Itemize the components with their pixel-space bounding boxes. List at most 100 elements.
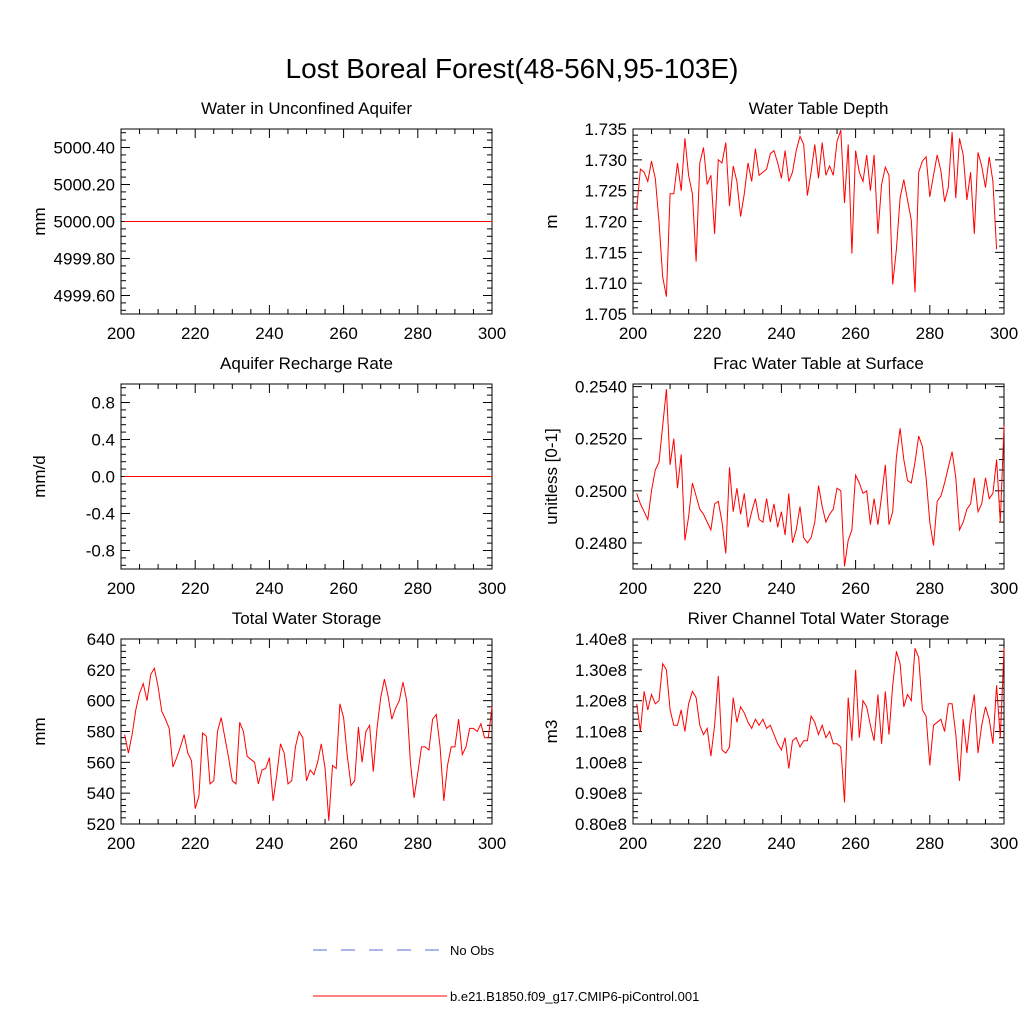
- y-tick-label: 0.2540: [575, 378, 627, 397]
- y-tick-label: -0.8: [86, 542, 115, 561]
- legend-label-model: b.e21.B1850.f09_g17.CMIP6-piControl.001: [450, 989, 699, 1004]
- y-tick-label: 1.735: [584, 120, 627, 139]
- y-tick-label: 1.730: [584, 151, 627, 170]
- x-tick-label: 260: [841, 324, 869, 343]
- x-tick-label: 300: [990, 834, 1018, 853]
- x-tick-label: 200: [619, 834, 647, 853]
- y-tick-label: 600: [87, 692, 115, 711]
- y-axis-label: m: [542, 214, 561, 228]
- panel-river-channel-storage: River Channel Total Water Storage m3 200 22…: [542, 609, 1018, 853]
- y-tick-label: 0.80e8: [575, 815, 627, 834]
- chart-title: River Channel Total Water Storage: [688, 609, 950, 628]
- x-tick-label: 260: [329, 324, 357, 343]
- y-axis-label: unitless [0-1]: [542, 428, 561, 524]
- series-line: [636, 130, 998, 297]
- legend: No Obs b.e21.B1850.f09_g17.CMIP6-piContr…: [313, 943, 699, 1004]
- x-tick-label: 240: [767, 579, 795, 598]
- x-tick-label: 280: [404, 324, 432, 343]
- legend-label-no-obs: No Obs: [450, 943, 495, 958]
- x-tick-label: 200: [107, 324, 135, 343]
- y-tick-label: 620: [87, 661, 115, 680]
- x-tick-label: 240: [255, 579, 283, 598]
- y-tick-label: 1.00e8: [575, 753, 627, 772]
- x-tick-label: 200: [619, 324, 647, 343]
- x-tick-label: 220: [693, 579, 721, 598]
- y-tick-label: 0.90e8: [575, 784, 627, 803]
- x-tick-label: 280: [916, 324, 944, 343]
- x-tick-label: 300: [478, 834, 506, 853]
- y-tick-label: 520: [87, 815, 115, 834]
- y-tick-label: 0.8: [91, 394, 115, 413]
- y-axis-label: mm/d: [30, 455, 49, 498]
- y-tick-label: 1.710: [584, 274, 627, 293]
- x-tick-label: 200: [619, 579, 647, 598]
- series-line: [636, 648, 1005, 803]
- y-tick-label: 4999.60: [54, 287, 115, 306]
- panel-aquifer-recharge: Aquifer Recharge Rate mm/d 200 220 240 260 280…: [30, 354, 506, 598]
- y-tick-label: 1.725: [584, 182, 627, 201]
- x-tick-label: 280: [404, 834, 432, 853]
- chart-title: Aquifer Recharge Rate: [220, 354, 393, 373]
- x-tick-label: 260: [329, 579, 357, 598]
- x-tick-label: 240: [767, 834, 795, 853]
- x-tick-label: 280: [404, 579, 432, 598]
- x-tick-label: 260: [841, 579, 869, 598]
- y-tick-label: 1.30e8: [575, 661, 627, 680]
- y-tick-label: 0.4: [91, 431, 115, 450]
- x-tick-label: 220: [693, 834, 721, 853]
- y-tick-label: 0.2520: [575, 430, 627, 449]
- figure-title: Lost Boreal Forest(48-56N,95-103E): [286, 53, 739, 84]
- x-tick-label: 200: [107, 834, 135, 853]
- y-tick-label: 1.705: [584, 305, 627, 324]
- y-tick-label: 1.20e8: [575, 692, 627, 711]
- panel-aquifer: Water in Unconfined Aquifer mm 200 220 240 26…: [30, 99, 506, 343]
- x-tick-label: 300: [478, 324, 506, 343]
- x-tick-label: 220: [181, 834, 209, 853]
- plot-frame: [632, 128, 1005, 315]
- y-tick-label: 1.715: [584, 243, 627, 262]
- x-tick-label: 280: [916, 834, 944, 853]
- x-tick-label: 300: [990, 579, 1018, 598]
- x-tick-label: 200: [107, 579, 135, 598]
- plot-frame: [120, 638, 493, 825]
- x-tick-label: 260: [841, 834, 869, 853]
- y-tick-label: 1.10e8: [575, 723, 627, 742]
- y-tick-label: 0.0: [91, 468, 115, 487]
- panel-frac-water-table: Frac Water Table at Surface unitless [0-1…: [542, 354, 1018, 598]
- x-tick-label: 240: [767, 324, 795, 343]
- x-tick-label: 220: [693, 324, 721, 343]
- chart-title: Water in Unconfined Aquifer: [201, 99, 412, 118]
- plot-frame: [632, 383, 1005, 570]
- y-tick-label: 580: [87, 723, 115, 742]
- y-tick-label: 5000.20: [54, 176, 115, 195]
- y-tick-label: 0.2480: [575, 534, 627, 553]
- series-line: [124, 666, 493, 821]
- x-tick-label: 300: [478, 579, 506, 598]
- panel-total-water-storage: Total Water Storage mm 200 220 240 260 280 300 5…: [30, 609, 506, 853]
- chart-title: Total Water Storage: [232, 609, 382, 628]
- x-tick-label: 280: [916, 579, 944, 598]
- y-axis-label: m3: [542, 720, 561, 744]
- y-axis-label: mm: [30, 207, 49, 235]
- x-tick-label: 260: [329, 834, 357, 853]
- y-tick-label: -0.4: [86, 505, 115, 524]
- y-tick-label: 1.40e8: [575, 630, 627, 649]
- chart-title: Water Table Depth: [749, 99, 889, 118]
- y-tick-label: 1.720: [584, 213, 627, 232]
- y-tick-label: 640: [87, 630, 115, 649]
- y-axis-label: mm: [30, 717, 49, 745]
- panel-water-table-depth: Water Table Depth m 200 220 240 260 280 300 1.70…: [542, 99, 1018, 343]
- y-tick-label: 5000.00: [54, 213, 115, 232]
- y-tick-label: 560: [87, 753, 115, 772]
- chart-title: Frac Water Table at Surface: [713, 354, 924, 373]
- x-tick-label: 220: [181, 579, 209, 598]
- y-tick-label: 0.2500: [575, 482, 627, 501]
- x-tick-label: 300: [990, 324, 1018, 343]
- x-tick-label: 220: [181, 324, 209, 343]
- y-tick-label: 5000.40: [54, 139, 115, 158]
- x-tick-label: 240: [255, 324, 283, 343]
- x-tick-label: 240: [255, 834, 283, 853]
- series-line: [636, 389, 1005, 567]
- plot-frame: [632, 638, 1005, 825]
